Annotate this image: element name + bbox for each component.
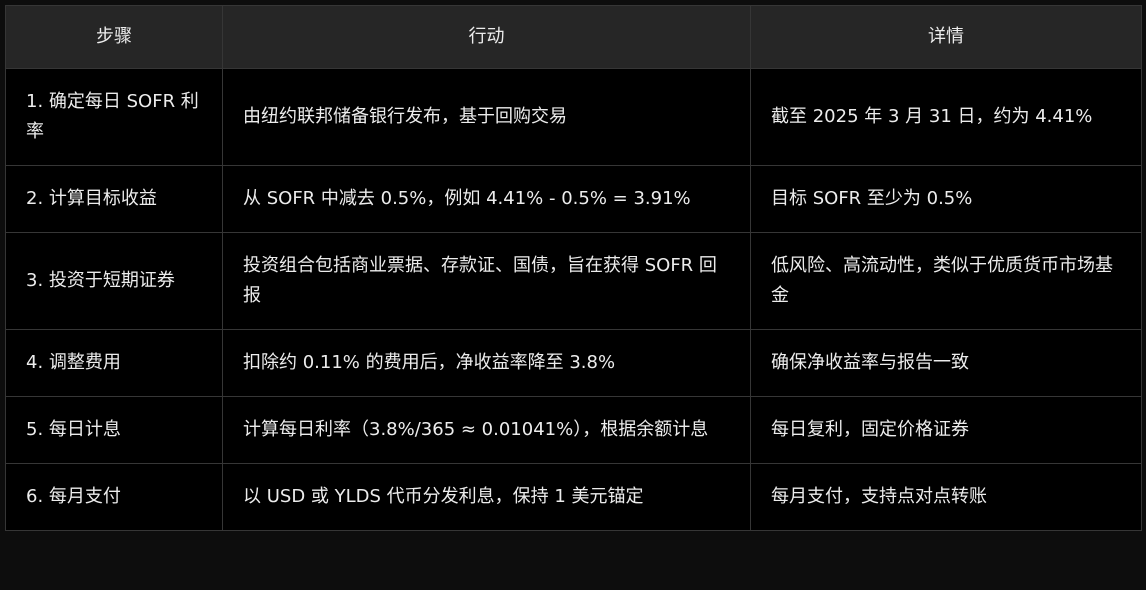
table-cell: 确保净收益率与报告一致: [750, 329, 1142, 397]
table-cell: 5. 每日计息: [5, 396, 223, 464]
table-cell: 计算每日利率（3.8%/365 ≈ 0.01041%），根据余额计息: [222, 396, 751, 464]
table-cell: 投资组合包括商业票据、存款证、国债，旨在获得 SOFR 回报: [222, 232, 751, 330]
table-cell: 截至 2025 年 3 月 31 日，约为 4.41%: [750, 68, 1142, 166]
table-row: 1. 确定每日 SOFR 利率 由纽约联邦储备银行发布，基于回购交易 截至 2025…: [5, 68, 1142, 166]
table-cell: 每日复利，固定价格证券: [750, 396, 1142, 464]
table-cell: 1. 确定每日 SOFR 利率: [5, 68, 223, 166]
table-body: 1. 确定每日 SOFR 利率 由纽约联邦储备银行发布，基于回购交易 截至 2025…: [5, 68, 1142, 531]
header-row: 步骤 行动 详情: [5, 5, 1142, 69]
table-row: 3. 投资于短期证券 投资组合包括商业票据、存款证、国债，旨在获得 SOFR 回报…: [5, 232, 1142, 330]
header-cell: 行动: [222, 5, 751, 69]
table-cell: 低风险、高流动性，类似于优质货币市场基金: [750, 232, 1142, 330]
table-cell: 扣除约 0.11% 的费用后，净收益率降至 3.8%: [222, 329, 751, 397]
table-cell: 每月支付，支持点对点转账: [750, 463, 1142, 531]
header-cell: 详情: [750, 5, 1142, 69]
header-cell: 步骤: [5, 5, 223, 69]
table-cell: 目标 SOFR 至少为 0.5%: [750, 165, 1142, 233]
table-row: 5. 每日计息 计算每日利率（3.8%/365 ≈ 0.01041%），根据余额计…: [5, 396, 1142, 464]
table-cell: 3. 投资于短期证券: [5, 232, 223, 330]
table-cell: 4. 调整费用: [5, 329, 223, 397]
table-cell: 6. 每月支付: [5, 463, 223, 531]
table-row: 6. 每月支付以 USD 或 YLDS 代币分发利息，保持 1 美元锚定 每月支付…: [5, 463, 1142, 531]
data-table: 步骤 行动 详情 1. 确定每日 SOFR 利率 由纽约联邦储备银行发布，基于回购交易…: [5, 5, 1142, 531]
table-head: 步骤 行动 详情: [5, 5, 1142, 69]
table-cell: 以 USD 或 YLDS 代币分发利息，保持 1 美元锚定: [222, 463, 751, 531]
table-cell: 由纽约联邦储备银行发布，基于回购交易: [222, 68, 751, 166]
table-cell: 从 SOFR 中减去 0.5%，例如 4.41% - 0.5% = 3.91%: [222, 165, 751, 233]
table-cell: 2. 计算目标收益: [5, 165, 223, 233]
table-row: 4. 调整费用 扣除约 0.11% 的费用后，净收益率降至 3.8% 确保净收益率与…: [5, 329, 1142, 397]
table-row: 2. 计算目标收益从 SOFR 中减去 0.5%，例如 4.41% - 0.5%…: [5, 165, 1142, 233]
